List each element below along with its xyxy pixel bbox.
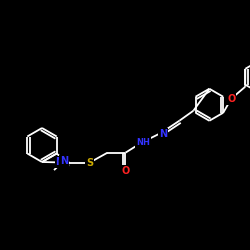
- Text: N: N: [56, 158, 64, 168]
- Text: O: O: [121, 166, 130, 176]
- Text: N: N: [159, 129, 168, 139]
- Text: N: N: [60, 156, 68, 166]
- Text: NH: NH: [136, 138, 150, 147]
- Text: S: S: [86, 158, 93, 168]
- Text: O: O: [227, 94, 235, 104]
